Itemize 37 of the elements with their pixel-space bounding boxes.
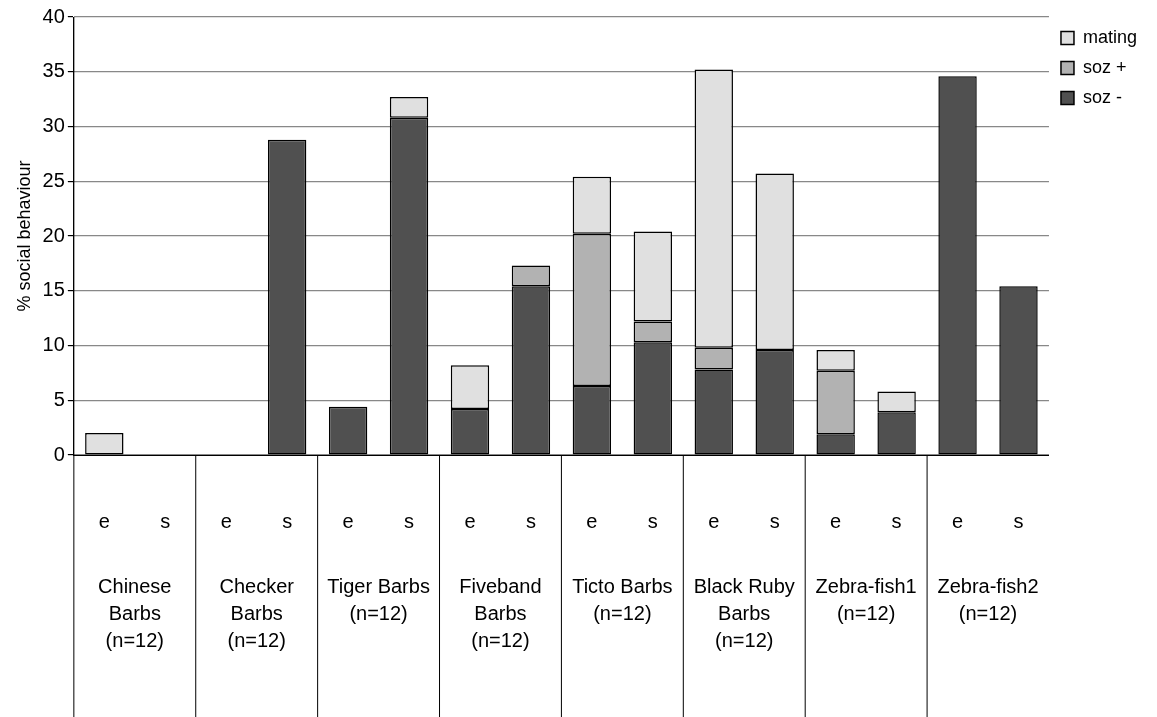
- x-tick-label: s: [769, 509, 780, 532]
- y-tick-label: 40: [42, 4, 65, 27]
- x-tick-label: e: [220, 509, 232, 532]
- text: Fiveband Barbs (n=12): [459, 574, 542, 651]
- y-tick-label: 5: [53, 387, 65, 410]
- y-tick-label: 25: [42, 168, 65, 191]
- legend-label: soz -: [1082, 86, 1122, 107]
- text: Checker Barbs (n=12): [219, 574, 295, 651]
- y-tick-label: 35: [42, 59, 65, 82]
- x-tick-label: s: [282, 509, 293, 532]
- x-tick-label: s: [1013, 509, 1024, 532]
- legend-label: mating: [1082, 26, 1137, 47]
- text: Chinese Barbs (n=12): [98, 574, 172, 651]
- x-tick-label: e: [830, 509, 842, 532]
- x-tick-label: s: [160, 509, 171, 532]
- x-tick-label: e: [464, 509, 476, 532]
- text: Tiger Barbs (n=12): [327, 574, 430, 624]
- y-tick-label: 15: [42, 278, 65, 301]
- text: Black Ruby Barbs (n=12): [693, 574, 795, 651]
- x-tick-label: e: [98, 509, 110, 532]
- x-tick-label: s: [404, 509, 415, 532]
- y-tick-label: 0: [53, 442, 65, 465]
- x-tick-label: e: [951, 509, 964, 532]
- x-tick-label: e: [342, 509, 354, 532]
- y-axis-title: % social behaviour: [13, 160, 34, 312]
- x-tick-label: s: [891, 509, 902, 532]
- x-tick-label: e: [586, 509, 598, 532]
- text: Zebra-fish1 (n=12): [815, 574, 917, 624]
- x-tick-label: e: [708, 509, 720, 532]
- x-tick-label: s: [525, 509, 536, 532]
- y-tick-label: 20: [42, 223, 65, 246]
- legend-label: soz +: [1082, 56, 1127, 77]
- y-tick-label: 10: [42, 333, 65, 356]
- text: Zebra-fish2 (n=12): [937, 574, 1039, 624]
- text: Ticto Barbs (n=12): [572, 574, 673, 624]
- x-tick-label: s: [647, 509, 658, 532]
- y-tick-label: 30: [42, 114, 65, 137]
